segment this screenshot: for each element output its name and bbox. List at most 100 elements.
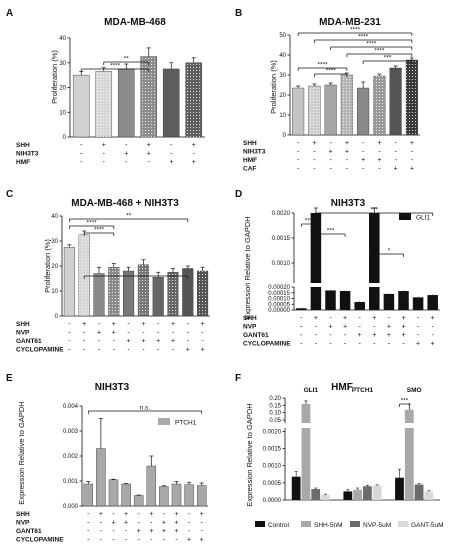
y-tick-label-bottom-f-4: 0.0020: [263, 429, 282, 435]
row-sign-c-0-7: +: [171, 321, 175, 328]
sig-label-a-1: ****: [110, 63, 121, 70]
row-sign-e-1-1: -: [100, 520, 103, 527]
bar-f-1-0: [343, 491, 353, 500]
row-sign-d-3-1: -: [315, 341, 318, 348]
row-sign-b-0-1: +: [312, 140, 316, 147]
row-sign-e-1-4: -: [138, 520, 141, 527]
row-sign-d-2-5: +: [372, 332, 376, 339]
bar-d-8: [412, 297, 424, 310]
row-sign-d-2-3: -: [344, 332, 347, 339]
row-sign-b-0-7: +: [410, 140, 414, 147]
y-tick-label-b-2: 20: [279, 93, 286, 99]
row-sign-d-2-1: -: [315, 332, 318, 339]
row-label-d-1: NVP: [243, 324, 257, 331]
bar-pattern-a-3: [140, 56, 157, 137]
row-sign-b-3-4: -: [362, 166, 365, 173]
y-axis-label-a: Proliferation (%): [50, 50, 59, 104]
row-sign-e-2-3: -: [125, 528, 128, 535]
row-sign-d-0-1: +: [314, 315, 318, 322]
panel-letter-b: B: [235, 8, 242, 19]
y-tick-label-c-3: 30: [51, 239, 58, 245]
row-sign-c-3-2: -: [98, 347, 101, 354]
row-sign-a-0-3: +: [147, 142, 151, 149]
category-label-f-0: GLI1: [304, 387, 319, 394]
row-sign-e-2-4: +: [137, 528, 141, 535]
legend-swatch-f-1: [301, 521, 311, 527]
row-sign-d-3-2: -: [329, 341, 332, 348]
row-sign-c-0-1: +: [82, 321, 86, 328]
row-sign-e-0-1: +: [99, 511, 103, 518]
row-sign-b-1-7: -: [411, 149, 414, 156]
chart-title-a: MDA-MB-468: [104, 17, 166, 28]
sig-label-b-1: ****: [358, 34, 369, 41]
y-tick-label-b-4: 40: [279, 53, 286, 59]
sig-label-f-0: ***: [401, 398, 409, 405]
sig-label-d-0: ***: [305, 218, 313, 225]
bar-lower-f-0-1: [301, 428, 311, 500]
bar-a-4: [162, 68, 180, 138]
row-sign-c-0-2: -: [98, 321, 101, 328]
y-tick-label-e-4: 0.004: [63, 404, 79, 410]
bar-pattern-c-7: [167, 272, 179, 316]
row-sign-b-1-0: -: [297, 149, 300, 156]
bar-e-2: [108, 479, 119, 507]
sig-label-c-2: ****: [94, 227, 105, 234]
row-sign-d-0-9: +: [431, 315, 435, 322]
bar-b-4: [357, 87, 370, 136]
y-tick-label-bottom-d-0: 0.00000: [268, 308, 290, 314]
row-sign-a-0-0: -: [80, 142, 83, 149]
row-sign-e-2-9: -: [201, 528, 204, 535]
row-sign-c-3-5: -: [142, 347, 145, 354]
bar-c-2: [93, 273, 105, 317]
row-label-d-3: CYCLOPAMINE: [243, 341, 291, 348]
row-sign-b-3-6: +: [394, 166, 398, 173]
sig-label-b-3: ****: [374, 48, 385, 55]
sig-label-c-1: ****: [87, 220, 98, 227]
row-sign-d-1-8: -: [417, 324, 420, 331]
row-label-a-2: HMF: [16, 159, 30, 166]
row-sign-c-2-5: +: [141, 338, 145, 345]
row-sign-a-1-2: +: [124, 151, 128, 158]
y-tick-label-c-0: 0: [55, 314, 59, 320]
row-sign-b-2-3: -: [346, 157, 349, 164]
row-sign-a-2-4: +: [169, 159, 173, 166]
row-sign-a-0-2: -: [125, 142, 128, 149]
y-tick-label-a-1: 10: [59, 110, 66, 116]
y-axis-label-e: Expression Relative to GAPDH: [17, 401, 26, 504]
row-sign-d-0-8: -: [417, 315, 420, 322]
bar-lower-f-2-1: [404, 428, 414, 500]
row-label-d-0: SHH: [243, 315, 257, 322]
row-sign-c-2-8: -: [187, 338, 190, 345]
row-sign-d-2-6: +: [387, 332, 391, 339]
row-sign-a-1-3: +: [147, 151, 151, 158]
row-label-c-1: NVP: [16, 330, 30, 337]
row-sign-d-3-9: +: [431, 341, 435, 348]
sig-label-b-4: ***: [384, 55, 392, 62]
chart-title-b: MDA-MB-231: [319, 17, 381, 28]
bar-e-7: [171, 483, 182, 507]
bar-pattern-a-5: [185, 62, 202, 137]
bar-c-6: [152, 277, 164, 317]
row-sign-b-3-2: -: [329, 166, 332, 173]
bar-upper-f-2-1: [404, 409, 414, 423]
row-label-e-3: CYCLOPAMINE: [16, 537, 64, 544]
y-tick-label-top-f-3: 0.20: [269, 396, 281, 402]
y-tick-label-bottom-f-2: 0.0010: [263, 464, 282, 470]
bar-c-4: [123, 270, 135, 317]
row-sign-b-0-5: +: [377, 140, 381, 147]
row-sign-c-3-9: +: [201, 347, 205, 354]
row-sign-a-0-4: -: [170, 142, 173, 149]
row-sign-d-1-2: +: [328, 324, 332, 331]
legend-swatch-f-0: [255, 521, 265, 527]
row-sign-e-1-5: -: [150, 520, 153, 527]
row-sign-d-3-5: -: [373, 341, 376, 348]
row-sign-e-2-1: -: [100, 528, 103, 535]
row-sign-b-3-7: +: [410, 166, 414, 173]
row-sign-d-3-7: -: [402, 341, 405, 348]
row-sign-d-1-1: -: [315, 324, 318, 331]
row-sign-d-1-0: -: [300, 324, 303, 331]
bar-pattern-c-5: [138, 264, 149, 316]
row-sign-e-0-7: +: [174, 511, 178, 518]
legend-label-d: GLI1: [416, 215, 430, 222]
